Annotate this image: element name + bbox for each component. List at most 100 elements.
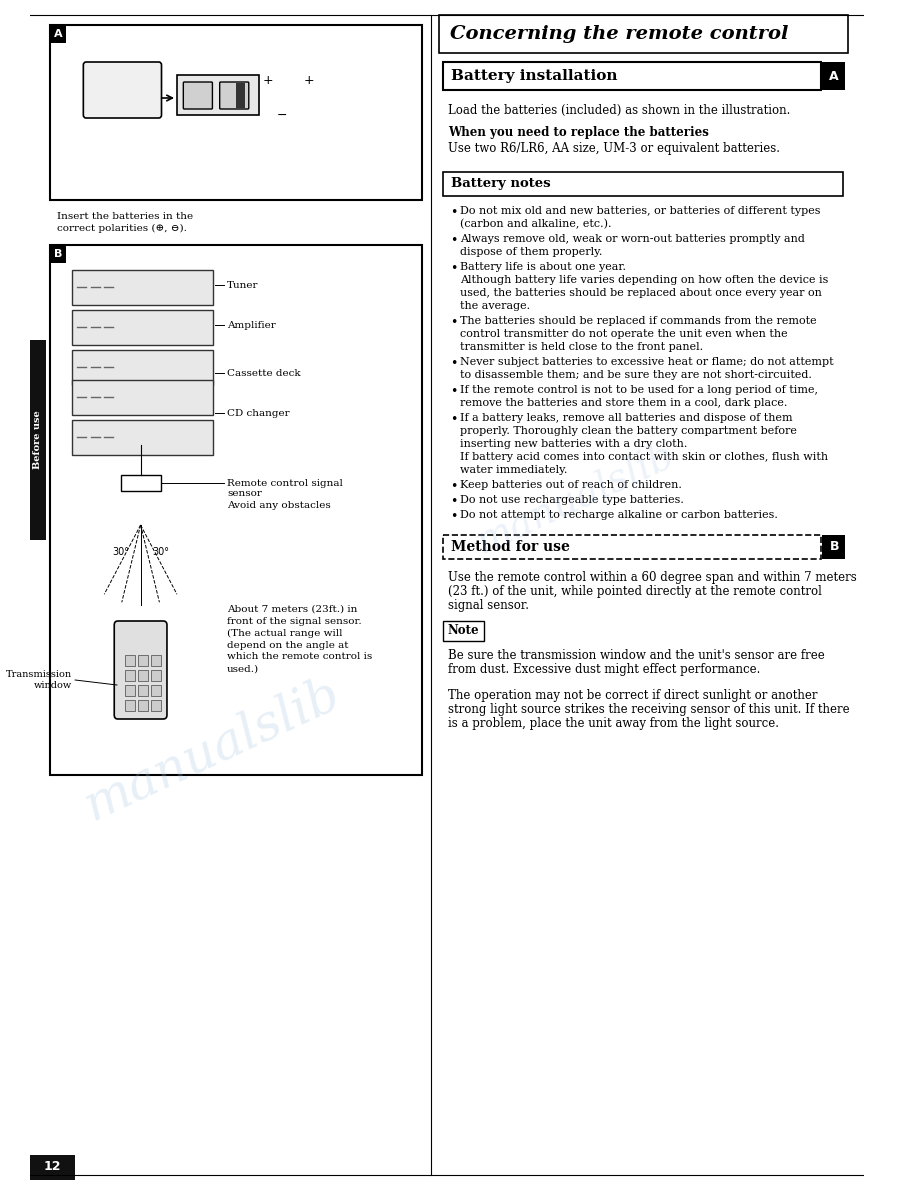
Text: •: • xyxy=(451,495,458,508)
FancyBboxPatch shape xyxy=(184,82,212,109)
Text: Tuner: Tuner xyxy=(227,280,259,290)
Text: Load the batteries (included) as shown in the illustration.: Load the batteries (included) as shown i… xyxy=(448,105,790,116)
Text: Battery notes: Battery notes xyxy=(451,177,550,190)
Text: •: • xyxy=(451,316,458,329)
Bar xyxy=(823,62,845,90)
Bar xyxy=(125,700,135,710)
Text: CD changer: CD changer xyxy=(227,409,289,417)
Bar xyxy=(443,62,821,90)
Text: Insert the batteries in the
correct polarities (⊕, ⊖).: Insert the batteries in the correct pola… xyxy=(57,211,193,233)
Text: inserting new batteries with a dry cloth.: inserting new batteries with a dry cloth… xyxy=(460,440,687,449)
Text: (23 ft.) of the unit, while pointed directly at the remote control: (23 ft.) of the unit, while pointed dire… xyxy=(448,584,822,598)
Text: If the remote control is not to be used for a long period of time,: If the remote control is not to be used … xyxy=(460,385,818,394)
Text: Always remove old, weak or worn-out batteries promptly and: Always remove old, weak or worn-out batt… xyxy=(460,234,804,244)
Text: remove the batteries and store them in a cool, dark place.: remove the batteries and store them in a… xyxy=(460,398,787,407)
Bar xyxy=(138,655,148,666)
Bar xyxy=(138,685,148,696)
Text: •: • xyxy=(451,263,458,274)
Text: Cassette deck: Cassette deck xyxy=(227,368,300,378)
Text: 30°: 30° xyxy=(112,546,129,557)
Text: 12: 12 xyxy=(44,1161,62,1174)
Text: +: + xyxy=(304,74,314,87)
Text: Use the remote control within a 60 degree span and within 7 meters: Use the remote control within a 60 degre… xyxy=(448,571,856,584)
Bar xyxy=(443,172,844,196)
Text: B: B xyxy=(53,249,62,259)
Bar xyxy=(823,535,845,560)
Text: •: • xyxy=(451,206,458,219)
Text: If battery acid comes into contact with skin or clothes, flush with: If battery acid comes into contact with … xyxy=(460,451,828,462)
Text: Do not use rechargeable type batteries.: Do not use rechargeable type batteries. xyxy=(460,495,684,505)
Bar xyxy=(73,421,213,455)
Text: strong light source strikes the receiving sensor of this unit. If there: strong light source strikes the receivin… xyxy=(448,703,849,716)
Text: Note: Note xyxy=(447,625,479,638)
Text: water immediately.: water immediately. xyxy=(460,465,567,475)
Text: the average.: the average. xyxy=(460,301,530,311)
Bar xyxy=(151,670,161,681)
Text: When you need to replace the batteries: When you need to replace the batteries xyxy=(448,126,709,139)
Bar xyxy=(29,340,46,541)
Text: The operation may not be correct if direct sunlight or another: The operation may not be correct if dire… xyxy=(448,689,817,702)
Bar xyxy=(50,25,66,43)
Bar xyxy=(151,685,161,696)
Text: B: B xyxy=(830,541,839,554)
Text: •: • xyxy=(451,234,458,247)
Bar xyxy=(73,310,213,345)
Text: control transmitter do not operate the unit even when the: control transmitter do not operate the u… xyxy=(460,329,788,339)
Text: Keep batteries out of reach of children.: Keep batteries out of reach of children. xyxy=(460,480,681,489)
Bar xyxy=(236,83,245,108)
Bar xyxy=(443,535,821,560)
Text: Although battery life varies depending on how often the device is: Although battery life varies depending o… xyxy=(460,274,828,285)
Text: Never subject batteries to excessive heat or flame; do not attempt: Never subject batteries to excessive hea… xyxy=(460,358,834,367)
Text: About 7 meters (23ft.) in
front of the signal sensor.
(The actual range will
dep: About 7 meters (23ft.) in front of the s… xyxy=(227,605,372,674)
Text: A: A xyxy=(53,29,62,39)
FancyBboxPatch shape xyxy=(114,621,167,719)
Bar xyxy=(138,700,148,710)
Text: 30°: 30° xyxy=(152,546,169,557)
Bar xyxy=(151,655,161,666)
Text: signal sensor.: signal sensor. xyxy=(448,599,529,612)
Text: dispose of them properly.: dispose of them properly. xyxy=(460,247,602,257)
Bar xyxy=(73,380,213,415)
FancyBboxPatch shape xyxy=(219,82,249,109)
Text: Remote control signal
sensor: Remote control signal sensor xyxy=(227,479,342,499)
Text: Concerning the remote control: Concerning the remote control xyxy=(450,25,788,43)
Text: Transmission
window: Transmission window xyxy=(6,670,73,690)
Bar xyxy=(443,621,484,642)
Text: If a battery leaks, remove all batteries and dispose of them: If a battery leaks, remove all batteries… xyxy=(460,413,792,423)
Text: to disassemble them; and be sure they are not short-circuited.: to disassemble them; and be sure they ar… xyxy=(460,369,812,380)
Text: •: • xyxy=(451,385,458,398)
Bar xyxy=(50,25,422,200)
Text: Battery installation: Battery installation xyxy=(451,69,617,83)
Text: •: • xyxy=(451,480,458,493)
Text: Battery life is about one year.: Battery life is about one year. xyxy=(460,263,626,272)
Text: (carbon and alkaline, etc.).: (carbon and alkaline, etc.). xyxy=(460,219,611,229)
Bar xyxy=(125,655,135,666)
Text: from dust. Excessive dust might effect performance.: from dust. Excessive dust might effect p… xyxy=(448,663,760,676)
Text: Do not mix old and new batteries, or batteries of different types: Do not mix old and new batteries, or bat… xyxy=(460,206,820,216)
Bar xyxy=(73,350,213,385)
Text: is a problem, place the unit away from the light source.: is a problem, place the unit away from t… xyxy=(448,718,778,729)
Text: properly. Thoroughly clean the battery compartment before: properly. Thoroughly clean the battery c… xyxy=(460,426,797,436)
Bar xyxy=(29,1155,75,1180)
Text: Amplifier: Amplifier xyxy=(227,321,275,329)
Text: −: − xyxy=(276,108,286,121)
Text: Do not attempt to recharge alkaline or carbon batteries.: Do not attempt to recharge alkaline or c… xyxy=(460,510,778,520)
Text: Avoid any obstacles: Avoid any obstacles xyxy=(227,500,330,510)
Text: Method for use: Method for use xyxy=(451,541,569,554)
Text: The batteries should be replaced if commands from the remote: The batteries should be replaced if comm… xyxy=(460,316,816,326)
Text: manualslib: manualslib xyxy=(75,669,348,830)
Bar xyxy=(151,700,161,710)
Text: •: • xyxy=(451,413,458,426)
Text: Be sure the transmission window and the unit's sensor are free: Be sure the transmission window and the … xyxy=(448,649,824,662)
Bar xyxy=(120,475,161,491)
Bar xyxy=(50,245,422,775)
Bar xyxy=(125,685,135,696)
Text: Before use: Before use xyxy=(33,411,42,469)
Text: •: • xyxy=(451,510,458,523)
Bar xyxy=(50,245,66,263)
Bar xyxy=(125,670,135,681)
Text: •: • xyxy=(451,358,458,369)
Bar xyxy=(73,270,213,305)
Bar xyxy=(138,670,148,681)
Text: A: A xyxy=(829,70,839,82)
